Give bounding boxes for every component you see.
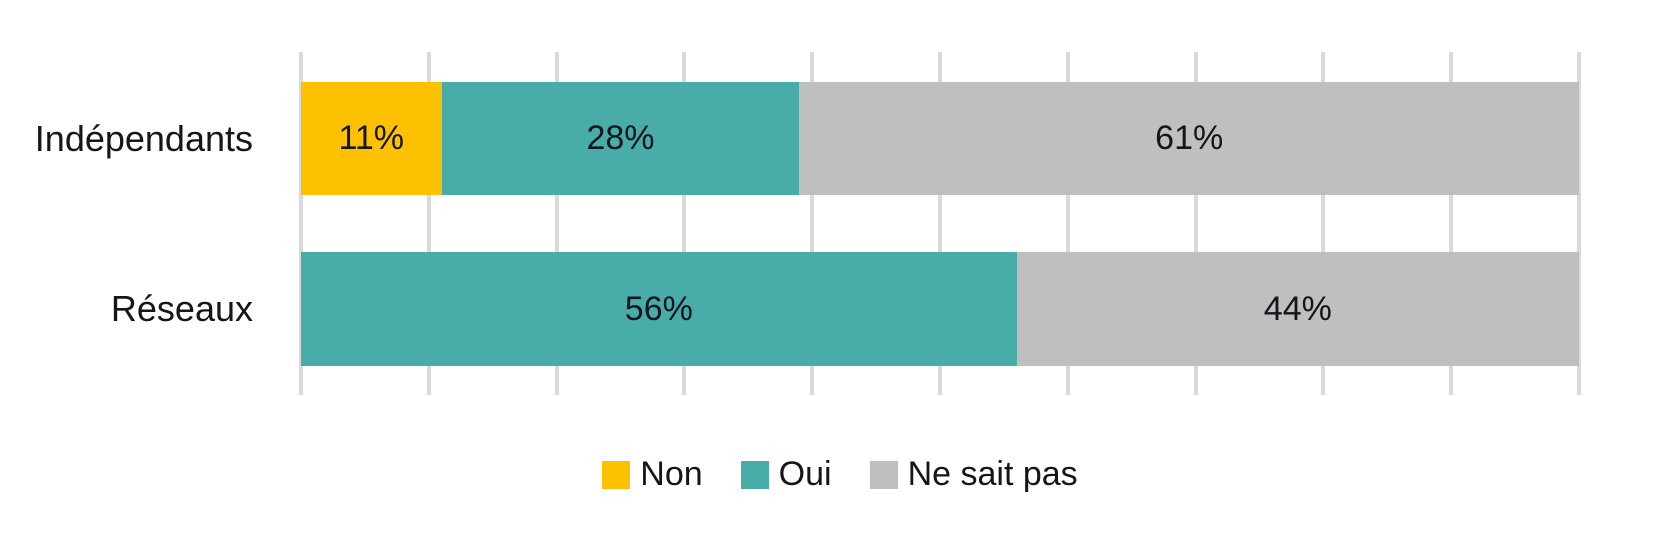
gridline-80pct <box>1321 52 1326 395</box>
category-label-1: Réseaux <box>110 288 253 329</box>
gridline-20pct <box>554 52 559 395</box>
gridline-60pct <box>1065 52 1070 395</box>
legend-item-2: Ne sait pas <box>869 455 1078 494</box>
bar-segment-1-2: 44% <box>1016 252 1579 366</box>
gridline-10pct <box>426 52 431 395</box>
legend-item-0: Non <box>602 455 703 494</box>
gridline-50pct <box>938 52 942 395</box>
bar-row-0: 11% 28% 61% <box>301 82 1579 195</box>
gridline-30pct <box>682 52 687 395</box>
legend-swatch-icon <box>740 460 769 489</box>
data-label: 28% <box>586 119 655 157</box>
legend-swatch-icon <box>869 460 898 489</box>
legend-item-1: Oui <box>740 455 832 494</box>
legend-label: Ne sait pas <box>907 455 1078 493</box>
plot-area: 11% 28% 61% 56% 44% <box>299 52 1581 395</box>
data-label: 44% <box>1263 289 1332 328</box>
gridline-70pct <box>1193 52 1198 395</box>
gridline-90pct <box>1449 52 1454 395</box>
data-label: 61% <box>1155 119 1224 157</box>
category-label-0: Indépendants <box>34 118 253 159</box>
bar-segment-0-2: 61% <box>799 82 1579 195</box>
bar-row-1: 56% 44% <box>301 252 1579 366</box>
gridline-40pct <box>810 52 815 395</box>
gridline-0pct <box>299 52 303 395</box>
bar-segment-1-1: 56% <box>301 252 1017 366</box>
legend-label: Non <box>640 455 703 493</box>
legend-label: Oui <box>778 455 832 493</box>
gridline-100pct <box>1577 52 1581 395</box>
bar-segment-0-0: 11% <box>301 82 442 195</box>
legend: Non Oui Ne sait pas <box>0 455 1680 494</box>
data-label: 56% <box>624 289 693 328</box>
legend-swatch-icon <box>602 460 631 489</box>
data-label: 11% <box>338 119 405 157</box>
bar-segment-0-1: 28% <box>441 82 800 195</box>
